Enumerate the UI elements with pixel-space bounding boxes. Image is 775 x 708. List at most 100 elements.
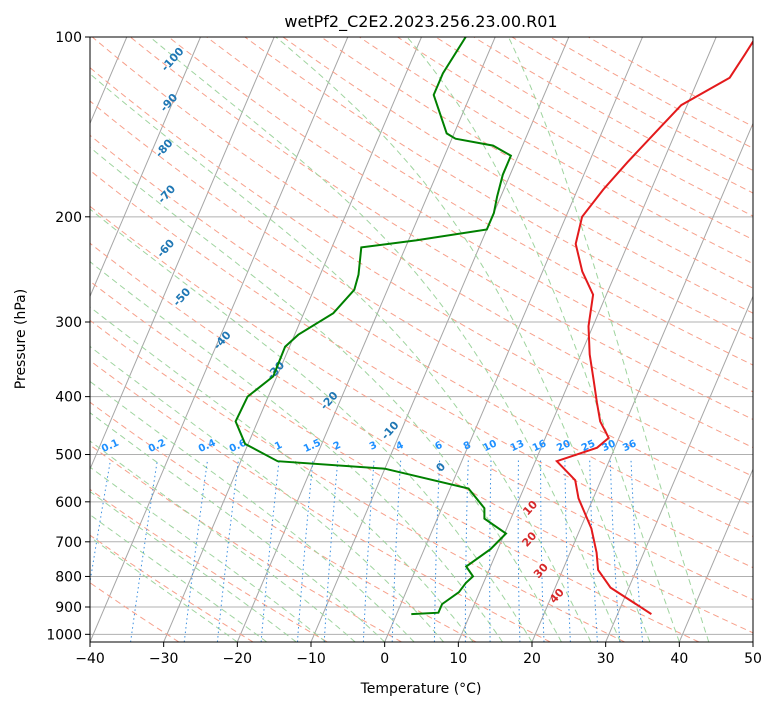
isotherm-10 bbox=[457, 37, 717, 642]
mixing-ratio-label: 0.4 bbox=[197, 438, 218, 455]
dry-adiabat-30 bbox=[90, 319, 625, 642]
mixing-ratio-20 bbox=[564, 460, 571, 642]
moist-adiabat-label: 20 bbox=[519, 529, 539, 549]
isotherm--60 bbox=[90, 37, 201, 298]
dry-adiabat-0 bbox=[90, 444, 402, 642]
moist-adiabat-36 bbox=[275, 37, 651, 642]
y-axis-label: Pressure (hPa) bbox=[13, 289, 29, 389]
dry-adiabat-220 bbox=[511, 37, 753, 171]
dry-adiabat-230 bbox=[549, 37, 753, 149]
moist-adiabat-16 bbox=[90, 261, 503, 642]
moist-adiabat--16 bbox=[90, 514, 268, 642]
dry-adiabat-70 bbox=[90, 169, 753, 569]
x-tick-label: −30 bbox=[149, 651, 179, 667]
dry-adiabat-40 bbox=[90, 280, 700, 642]
dry-adiabat-120 bbox=[130, 37, 753, 420]
mixing-ratio-30 bbox=[609, 460, 621, 642]
dry-adiabat-170 bbox=[320, 37, 753, 289]
mixing-ratio-label: 13 bbox=[509, 438, 526, 454]
moist-adiabat-32 bbox=[149, 37, 621, 642]
mixing-ratio-label: 36 bbox=[621, 438, 638, 454]
moist-adiabat-label: 30 bbox=[531, 561, 551, 581]
mixing-ratio-2 bbox=[323, 460, 339, 642]
dry-adiabat-90 bbox=[90, 100, 753, 507]
mixing-ratio-0.6 bbox=[216, 460, 239, 642]
mixing-ratio-label: 16 bbox=[531, 438, 548, 454]
mixing-ratio-label: 8 bbox=[462, 440, 473, 453]
moist-adiabat-label: 10 bbox=[520, 498, 540, 518]
dry-adiabat-label: -60 bbox=[154, 236, 177, 260]
chart-title: wetPf2_C2E2.2023.256.23.00.R01 bbox=[284, 12, 557, 32]
dry-adiabat-label: -40 bbox=[211, 328, 234, 352]
dry-adiabat-label: -100 bbox=[159, 45, 187, 74]
dry-adiabat-label: -20 bbox=[318, 389, 341, 413]
mixing-ratio-1.5 bbox=[297, 460, 314, 642]
y-axis: 100 200 300 400 500 600 700 800 900 1000 bbox=[46, 30, 90, 643]
x-tick-label: 30 bbox=[597, 651, 615, 667]
mixing-ratio-0.4 bbox=[183, 460, 208, 642]
dry-adiabat-110 bbox=[91, 37, 753, 449]
moist-adiabat--4 bbox=[90, 440, 356, 642]
mixing-ratio-0.2 bbox=[130, 460, 158, 642]
moist-adiabat--8 bbox=[90, 466, 327, 642]
mixing-ratio-label: 0.2 bbox=[147, 438, 168, 455]
y-tick-label: 700 bbox=[55, 535, 82, 551]
dry-adiabat-210 bbox=[473, 37, 753, 194]
mixing-ratio-label: 0.6 bbox=[228, 438, 249, 455]
mixing-ratio-label: 6 bbox=[433, 440, 444, 453]
mixing-ratio-16 bbox=[540, 460, 545, 642]
x-tick-label: −10 bbox=[296, 651, 326, 667]
moist-adiabat-44 bbox=[507, 37, 710, 642]
mixing-ratio-label: 3 bbox=[368, 440, 379, 453]
y-tick-label: 600 bbox=[55, 495, 82, 511]
line-labels: 0.1 0.2 0.4 0.6 1 1.5 2 3 4 6 8 10 13 16 20 25 30 36-100-… bbox=[100, 45, 638, 606]
isotherm--10 bbox=[310, 37, 570, 642]
dry-adiabat-130 bbox=[168, 37, 753, 393]
x-tick-label: 20 bbox=[523, 651, 541, 667]
x-tick-label: −20 bbox=[223, 651, 253, 667]
moist-adiabat-40 bbox=[406, 37, 680, 642]
y-tick-label: 200 bbox=[55, 210, 82, 226]
temperature-line bbox=[554, 39, 753, 615]
mixing-ratio-label: 0.1 bbox=[100, 438, 121, 455]
isotherm--50 bbox=[90, 37, 275, 471]
isotherm-0 bbox=[384, 37, 643, 642]
mixing-ratio-13 bbox=[517, 460, 521, 642]
dry-adiabat-20 bbox=[90, 360, 551, 642]
dry-adiabat--20 bbox=[90, 534, 254, 642]
mixing-ratio-8 bbox=[464, 460, 469, 642]
dry-adiabat-label: -90 bbox=[157, 91, 180, 115]
isotherm-50 bbox=[752, 640, 753, 642]
x-tick-label: 0 bbox=[380, 651, 389, 667]
isotherm-30 bbox=[605, 295, 753, 642]
dewpoint-line bbox=[234, 37, 513, 616]
dry-adiabat-10 bbox=[90, 401, 477, 642]
y-tick-label: 400 bbox=[55, 390, 82, 406]
profile-series bbox=[234, 37, 753, 616]
y-tick-label: 900 bbox=[55, 600, 82, 616]
mixing-ratio-1 bbox=[260, 460, 280, 642]
y-tick-label: 1000 bbox=[46, 627, 82, 643]
mixing-ratio-label: 4 bbox=[395, 440, 406, 453]
x-axis: −40 −30 −20 −10 0 10 20 30 40 50 bbox=[75, 642, 762, 667]
dry-adiabat--10 bbox=[90, 488, 328, 642]
isotherm-20 bbox=[531, 122, 753, 642]
x-axis-label: Temperature (°C) bbox=[360, 681, 482, 697]
moist-adiabat--12 bbox=[90, 490, 297, 642]
y-tick-label: 100 bbox=[55, 30, 82, 46]
x-tick-label: 40 bbox=[670, 651, 688, 667]
mixing-ratio-25 bbox=[589, 460, 598, 642]
mixing-ratio-0.1 bbox=[90, 460, 111, 586]
mixing-ratio-label: 2 bbox=[332, 440, 343, 453]
moist-adiabat-24 bbox=[90, 146, 562, 642]
mixing-ratio-label: 10 bbox=[481, 438, 498, 454]
x-tick-label: 10 bbox=[449, 651, 467, 667]
mixing-ratio-label: 20 bbox=[555, 438, 572, 454]
x-tick-label: 50 bbox=[744, 651, 762, 667]
dry-adiabat-150 bbox=[244, 37, 753, 340]
mixing-ratio-36 bbox=[630, 460, 644, 642]
x-tick-label: −40 bbox=[75, 651, 105, 667]
background-lines bbox=[90, 37, 753, 642]
dry-adiabat-50 bbox=[90, 242, 753, 634]
